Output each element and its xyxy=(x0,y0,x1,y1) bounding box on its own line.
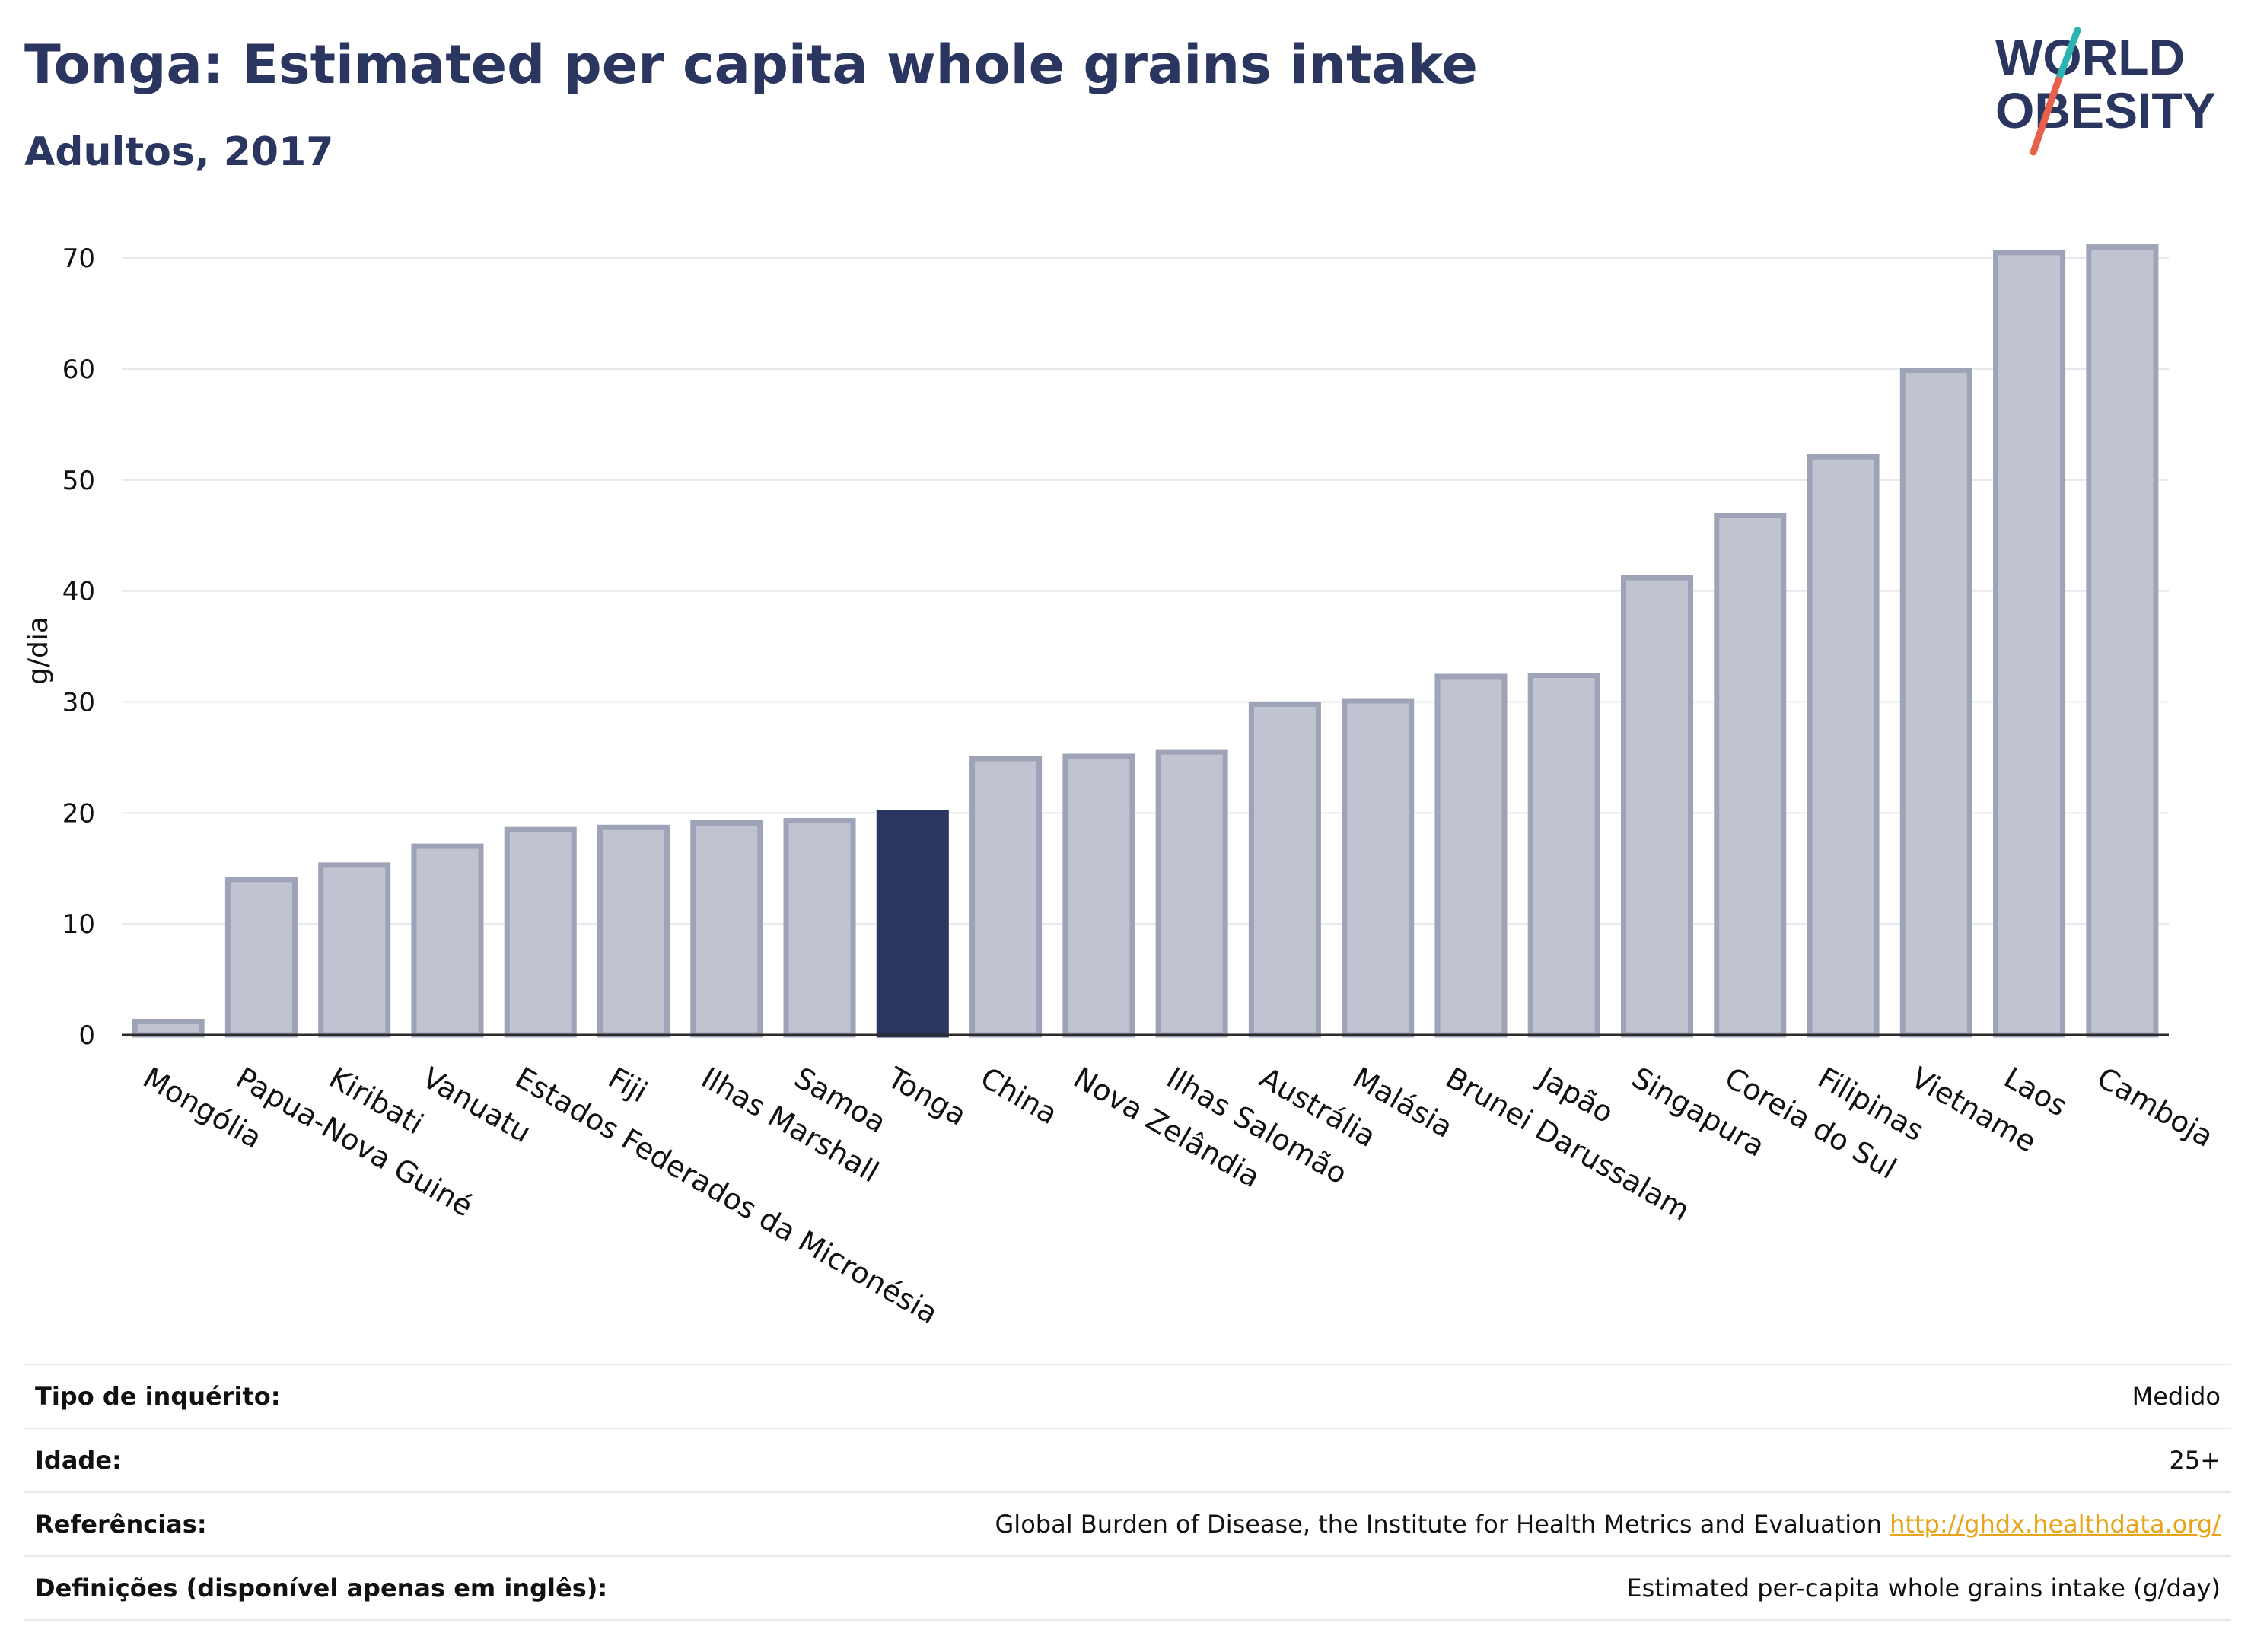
bar-4 xyxy=(411,843,484,1038)
chart-subtitle: Adultos, 2017 xyxy=(24,129,334,175)
bar-17 xyxy=(1620,575,1694,1038)
bar-19 xyxy=(1807,454,1880,1038)
info-label: Definições (disponível apenas em inglês)… xyxy=(24,1555,737,1621)
info-label: Referências: xyxy=(24,1491,737,1556)
bar-5 xyxy=(504,826,577,1038)
bar-7 xyxy=(690,820,763,1038)
bar-11 xyxy=(1062,753,1135,1038)
reference-text: Global Burden of Disease, the Institute … xyxy=(995,1510,1882,1539)
x-tick-label: Camboja xyxy=(2091,1061,2219,1154)
bar-20 xyxy=(1899,367,1972,1038)
bars xyxy=(132,244,2159,1038)
bar-9 xyxy=(876,810,949,1038)
logo-text-world: WORLD xyxy=(1995,29,2185,85)
bar-14 xyxy=(1342,698,1415,1038)
bar-18 xyxy=(1714,513,1787,1038)
info-label: Tipo de inquérito: xyxy=(24,1364,737,1428)
y-tick-label: 20 xyxy=(62,798,95,829)
bar-12 xyxy=(1155,749,1228,1038)
info-value: Medido xyxy=(736,1364,2231,1428)
bar-13 xyxy=(1248,701,1321,1038)
info-value: Estimated per-capita whole grains intake… xyxy=(736,1555,2231,1621)
y-tick-label: 10 xyxy=(62,909,95,940)
info-label: Idade: xyxy=(24,1428,737,1492)
bar-15 xyxy=(1434,673,1508,1038)
bar-6 xyxy=(597,824,670,1038)
y-tick-label: 40 xyxy=(62,577,95,607)
bar-8 xyxy=(783,818,856,1038)
x-tick-label: China xyxy=(975,1061,1063,1131)
logo-slash-top xyxy=(2055,27,2081,84)
bar-22 xyxy=(2086,244,2159,1038)
info-value: 25+ xyxy=(736,1428,2231,1492)
info-row-survey-type: Tipo de inquérito: Medido xyxy=(24,1364,2231,1428)
bar-16 xyxy=(1527,673,1600,1038)
bar-21 xyxy=(1993,250,2066,1038)
y-tick-label: 70 xyxy=(62,244,95,274)
bar-2 xyxy=(224,877,298,1038)
x-tick-label: Tonga xyxy=(881,1060,972,1132)
x-tick-label: Fiji xyxy=(603,1061,653,1109)
bar-1 xyxy=(132,1019,205,1038)
y-tick-label: 60 xyxy=(62,355,95,385)
y-axis-label: g/dia xyxy=(23,616,54,685)
logo-slash-bottom xyxy=(2030,76,2062,156)
y-tick-label: 30 xyxy=(62,688,95,718)
y-tick-label: 50 xyxy=(62,466,95,496)
bar-10 xyxy=(969,756,1043,1038)
bar-3 xyxy=(318,862,391,1038)
info-row-references: Referências: Global Burden of Disease, t… xyxy=(24,1491,2231,1556)
info-value-references: Global Burden of Disease, the Institute … xyxy=(736,1491,2231,1556)
info-row-age: Idade: 25+ xyxy=(24,1428,2231,1492)
info-table: Tipo de inquérito: Medido Idade: 25+ Ref… xyxy=(24,1364,2231,1621)
info-row-definitions: Definições (disponível apenas em inglês)… xyxy=(24,1555,2231,1621)
world-obesity-logo: WORLD OBESITY xyxy=(1995,27,2216,156)
y-axis-ticks: 0 10 20 30 40 50 60 70 xyxy=(62,244,95,1051)
chart-title: Tonga: Estimated per capita whole grains… xyxy=(24,33,1478,96)
reference-link[interactable]: http://ghdx.healthdata.org/ xyxy=(1890,1510,2221,1539)
y-tick-label: 0 xyxy=(78,1020,95,1051)
logo-text-obesity: OBESITY xyxy=(1995,82,2216,138)
